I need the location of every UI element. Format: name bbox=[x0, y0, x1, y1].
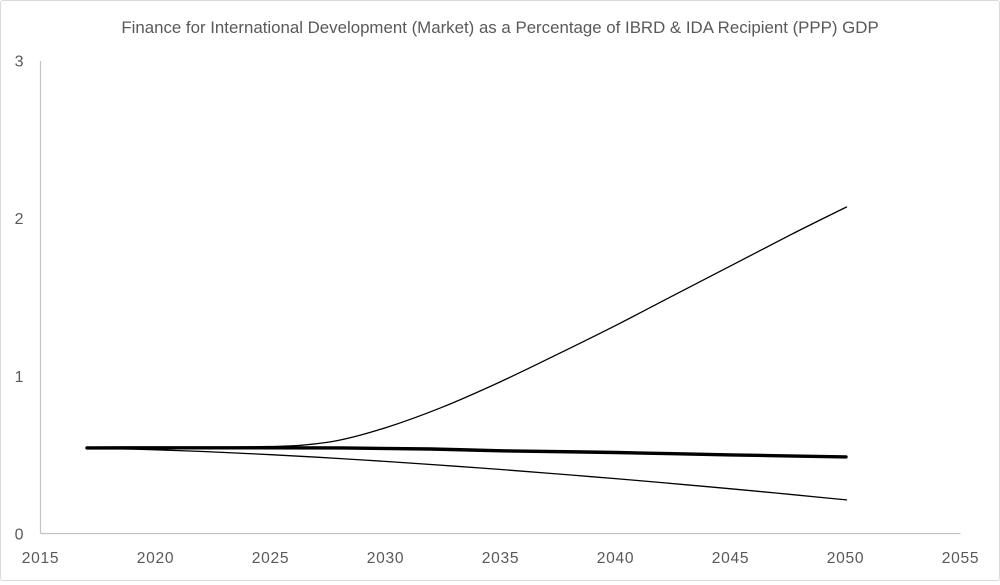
svg-text:2050: 2050 bbox=[827, 550, 865, 567]
svg-text:2035: 2035 bbox=[482, 550, 520, 567]
svg-text:3: 3 bbox=[15, 53, 24, 70]
svg-text:2025: 2025 bbox=[252, 550, 290, 567]
svg-text:0: 0 bbox=[15, 527, 24, 544]
svg-text:2045: 2045 bbox=[712, 550, 750, 567]
svg-text:2020: 2020 bbox=[137, 550, 175, 567]
svg-text:Finance for International Deve: Finance for International Development (M… bbox=[121, 18, 878, 37]
svg-text:2055: 2055 bbox=[942, 550, 980, 567]
svg-text:2030: 2030 bbox=[367, 550, 405, 567]
svg-text:2: 2 bbox=[15, 211, 24, 228]
svg-text:2015: 2015 bbox=[22, 550, 60, 567]
svg-text:1: 1 bbox=[15, 369, 24, 386]
svg-text:2040: 2040 bbox=[597, 550, 635, 567]
